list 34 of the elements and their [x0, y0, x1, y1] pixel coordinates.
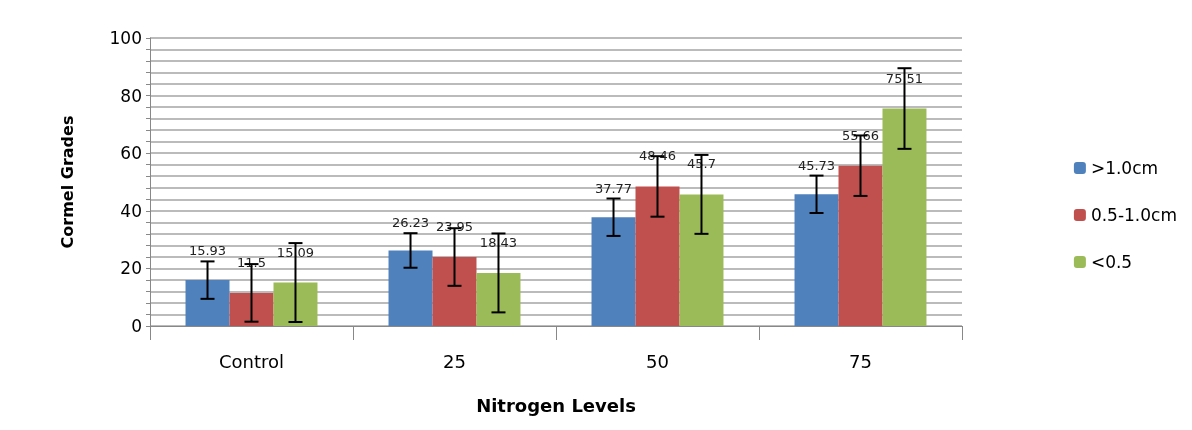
bar	[229, 292, 274, 326]
legend-label: <0.5	[1090, 252, 1133, 272]
data-label: 48.46	[638, 148, 677, 164]
y-tick-label: 40	[120, 200, 142, 221]
x-tick-label: Control	[218, 350, 285, 372]
x-axis-title: Nitrogen Levels	[476, 394, 636, 416]
y-tick-label: 60	[120, 143, 142, 164]
bar	[679, 194, 724, 326]
data-label: 23.95	[435, 219, 474, 235]
bar	[635, 186, 680, 326]
x-tick-label: 25	[443, 350, 466, 372]
bar	[273, 282, 318, 326]
bar	[882, 108, 927, 326]
y-tick-label: 20	[120, 258, 142, 279]
y-tick-label: 100	[109, 28, 142, 48]
data-label: 11.5	[237, 254, 266, 270]
y-tick-label: 80	[120, 85, 142, 106]
data-label: 37.77	[594, 180, 633, 196]
legend-label: >1.0cm	[1090, 158, 1159, 178]
legend-label: 0.5-1.0cm	[1090, 205, 1178, 225]
bar	[432, 257, 477, 326]
bar	[591, 217, 636, 326]
bar	[794, 194, 839, 326]
bar	[476, 272, 521, 326]
data-label: 26.23	[391, 215, 430, 231]
data-label: 45.73	[797, 157, 836, 173]
y-tick-label: 0	[131, 316, 142, 336]
x-tick-label: 50	[646, 350, 669, 372]
x-tick-label: 75	[849, 350, 872, 372]
bar	[388, 250, 433, 326]
data-label: 15.93	[188, 243, 227, 259]
bar	[185, 280, 230, 326]
bar	[838, 165, 883, 326]
y-axis-title: Cormel Grades	[57, 115, 77, 249]
